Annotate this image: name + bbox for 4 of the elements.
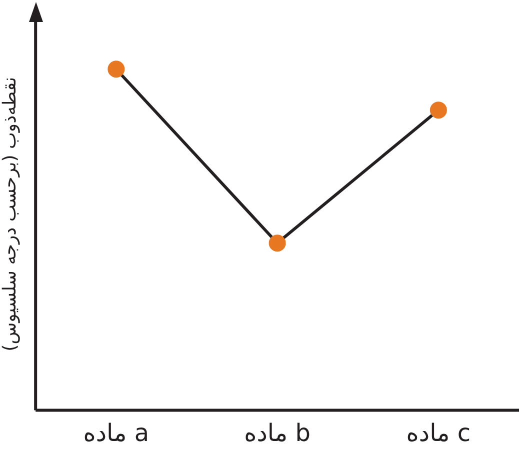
y-axis-title: نقطه‌ذوب (برحسب درجه سلسیوس) [0, 76, 20, 352]
x-tick-label: ماده c [406, 418, 471, 447]
x-tick-label: ماده a [83, 418, 150, 447]
x-tick-label: ماده b [244, 418, 310, 447]
